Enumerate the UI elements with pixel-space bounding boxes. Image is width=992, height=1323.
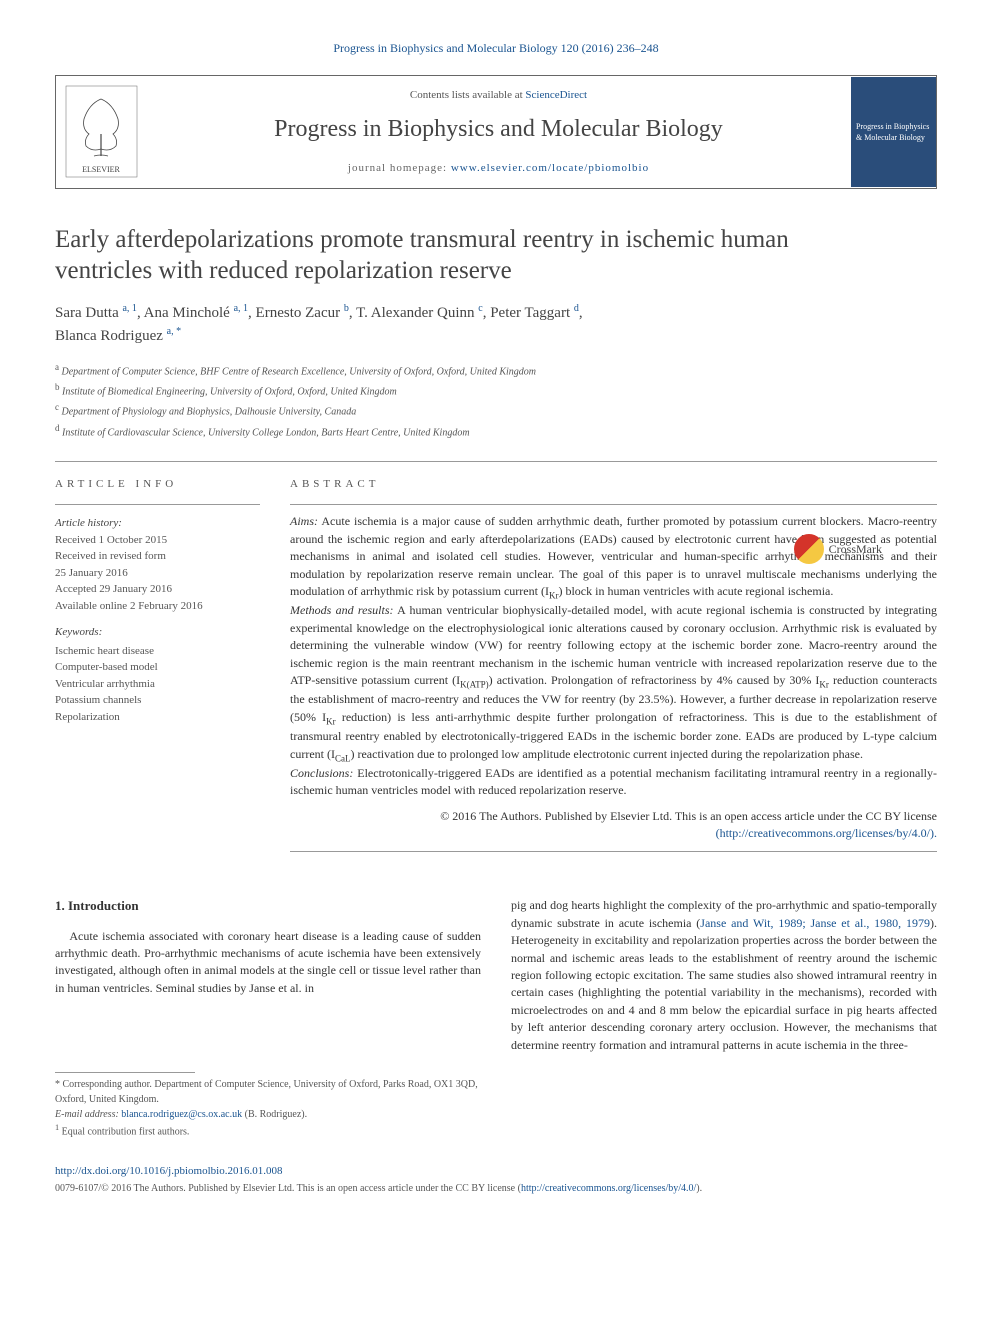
article-info-label: ARTICLE INFO (55, 477, 260, 492)
contents-line: Contents lists available at ScienceDirec… (158, 88, 839, 103)
homepage-prefix: journal homepage: (348, 162, 451, 174)
svg-text:ELSEVIER: ELSEVIER (82, 165, 120, 174)
cc-license-link[interactable]: (http://creativecommons.org/licenses/by/… (716, 826, 937, 840)
bottom-copyright: 0079-6107/© 2016 The Authors. Published … (55, 1182, 937, 1196)
copyright-text: © 2016 The Authors. Published by Elsevie… (440, 809, 937, 823)
journal-name: Progress in Biophysics and Molecular Bio… (158, 113, 839, 147)
equal-contribution-note: 1 Equal contribution first authors. (55, 1122, 481, 1139)
citation-link[interactable]: Janse and Wit, 1989; Janse et al., 1980,… (700, 916, 930, 930)
sciencedirect-link[interactable]: ScienceDirect (525, 89, 587, 101)
corresponding-author-note: * Corresponding author. Department of Co… (55, 1077, 481, 1107)
keyword: Ischemic heart disease (55, 643, 260, 660)
divider (290, 851, 937, 852)
right-para-after: ). Heterogeneity in excitability and rep… (511, 916, 937, 1052)
doi-link[interactable]: http://dx.doi.org/10.1016/j.pbiomolbio.2… (55, 1164, 937, 1179)
history-heading: Article history: (55, 515, 260, 532)
crossmark-label: CrossMark (829, 541, 882, 558)
journal-issue-link[interactable]: Progress in Biophysics and Molecular Bio… (55, 40, 937, 57)
abstract-copyright: © 2016 The Authors. Published by Elsevie… (290, 808, 937, 842)
article-title: Early afterdepolarizations promote trans… (55, 224, 937, 287)
aims-label: Aims: (290, 514, 318, 528)
bottom-copyright-text: 0079-6107/© 2016 The Authors. Published … (55, 1183, 521, 1194)
intro-left-column: 1. Introduction Acute ischemia associate… (55, 897, 481, 1139)
methods-text: A human ventricular biophysically-detail… (290, 603, 937, 760)
email-suffix: (B. Rodriguez). (242, 1109, 307, 1120)
article-history: Article history: Received 1 October 2015… (55, 515, 260, 614)
abstract-label: ABSTRACT (290, 477, 937, 492)
email-label: E-mail address: (55, 1109, 121, 1120)
methods-label: Methods and results: (290, 603, 394, 617)
bottom-copyright-suffix: ). (696, 1183, 702, 1194)
keyword: Computer-based model (55, 659, 260, 676)
intro-right-column: pig and dog hearts highlight the complex… (511, 897, 937, 1139)
keyword: Potassium channels (55, 692, 260, 709)
equal-sup: 1 (55, 1123, 59, 1132)
keywords-heading: Keywords: (55, 624, 260, 641)
crossmark-badge[interactable]: CrossMark (794, 534, 882, 564)
article-info-column: ARTICLE INFO Article history: Received 1… (55, 477, 260, 862)
intro-heading: 1. Introduction (55, 897, 481, 915)
bottom-cc-link[interactable]: http://creativecommons.org/licenses/by/4… (521, 1183, 696, 1194)
homepage-link[interactable]: www.elsevier.com/locate/pbiomolbio (451, 162, 649, 174)
author-email-link[interactable]: blanca.rodriguez@cs.ox.ac.uk (121, 1109, 242, 1120)
conclusions-label: Conclusions: (290, 766, 353, 780)
crossmark-icon (794, 534, 824, 564)
journal-cover: Progress in Biophysics & Molecular Biolo… (851, 77, 936, 187)
equal-text: Equal contribution first authors. (62, 1126, 190, 1137)
intro-paragraph-left: Acute ischemia associated with coronary … (55, 928, 481, 998)
divider (290, 504, 937, 505)
keyword: Ventricular arrhythmia (55, 676, 260, 693)
intro-paragraph-right: pig and dog hearts highlight the complex… (511, 897, 937, 1054)
keywords-block: Keywords: Ischemic heart diseaseComputer… (55, 624, 260, 725)
history-line: 25 January 2016 (55, 565, 260, 582)
affiliations: a Department of Computer Science, BHF Ce… (55, 360, 937, 441)
footnote-divider (55, 1072, 195, 1073)
history-line: Received 1 October 2015 (55, 532, 260, 549)
homepage-line: journal homepage: www.elsevier.com/locat… (158, 161, 839, 176)
footnotes: * Corresponding author. Department of Co… (55, 1072, 481, 1139)
header-center: Contents lists available at ScienceDirec… (146, 76, 851, 188)
journal-header: ELSEVIER Contents lists available at Sci… (55, 75, 937, 189)
history-line: Received in revised form (55, 548, 260, 565)
divider (55, 504, 260, 505)
elsevier-tree-icon: ELSEVIER (64, 84, 139, 179)
keyword: Repolarization (55, 709, 260, 726)
authors-list: Sara Dutta a, 1, Ana Mincholé a, 1, Erne… (55, 301, 937, 348)
contents-prefix: Contents lists available at (410, 89, 525, 101)
history-line: Available online 2 February 2016 (55, 598, 260, 615)
elsevier-logo: ELSEVIER (56, 77, 146, 187)
history-line: Accepted 29 January 2016 (55, 581, 260, 598)
divider (55, 461, 937, 462)
journal-cover-text: Progress in Biophysics & Molecular Biolo… (851, 116, 936, 148)
conclusions-text: Electrotonically-triggered EADs are iden… (290, 766, 937, 797)
email-line: E-mail address: blanca.rodriguez@cs.ox.a… (55, 1107, 481, 1122)
